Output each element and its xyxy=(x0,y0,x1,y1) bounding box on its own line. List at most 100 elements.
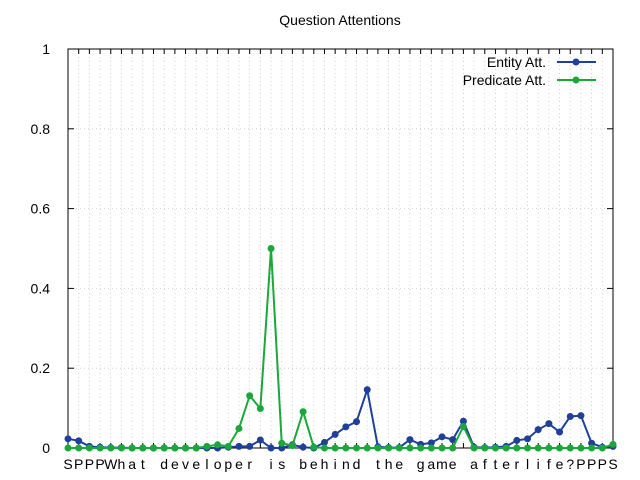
data-point-entity-att xyxy=(459,417,467,425)
y-tick-label: 0.8 xyxy=(31,121,51,137)
data-point-entity-att xyxy=(299,443,307,451)
x-tick-label: S xyxy=(63,456,72,472)
x-tick-label: r xyxy=(247,456,252,472)
data-point-entity-att xyxy=(427,439,435,447)
data-point-predicate-att xyxy=(267,245,275,252)
data-point-predicate-att xyxy=(524,444,532,452)
data-point-entity-att xyxy=(256,436,264,444)
data-point-predicate-att xyxy=(374,444,382,452)
data-point-predicate-att xyxy=(214,441,222,449)
x-tick-label: e xyxy=(235,456,243,472)
data-point-predicate-att xyxy=(107,444,115,452)
data-point-entity-att xyxy=(342,423,350,431)
x-tick-label: t xyxy=(141,456,145,472)
data-point-predicate-att xyxy=(235,424,243,432)
y-tick-label: 0 xyxy=(42,440,50,456)
legend-label-predicate-att: Predicate Att. xyxy=(463,72,546,88)
x-tick-label: h xyxy=(385,456,393,472)
data-point-predicate-att xyxy=(64,444,72,452)
x-tick-label: d xyxy=(160,456,168,472)
data-point-predicate-att xyxy=(149,444,157,452)
x-tick-label: f xyxy=(547,456,551,472)
series-line-predicate-att xyxy=(68,248,614,449)
data-point-predicate-att xyxy=(246,392,254,400)
data-point-predicate-att xyxy=(288,442,296,450)
data-point-predicate-att xyxy=(513,444,521,452)
data-point-predicate-att xyxy=(256,404,264,412)
legend-marker-entity-att xyxy=(572,58,580,66)
data-point-predicate-att xyxy=(491,444,499,452)
data-point-predicate-att xyxy=(85,444,93,452)
legend-marker-predicate-att xyxy=(572,76,580,84)
axes xyxy=(67,48,614,449)
x-tick-label: t xyxy=(494,456,498,472)
data-point-predicate-att xyxy=(395,444,403,452)
data-point-predicate-att xyxy=(438,444,446,452)
x-tick-label: v xyxy=(182,456,189,472)
data-point-predicate-att xyxy=(353,444,361,452)
x-tick-label: e xyxy=(556,456,564,472)
x-tick-label: p xyxy=(224,456,232,472)
data-point-entity-att xyxy=(577,412,585,420)
x-tick-label: r xyxy=(514,456,519,472)
x-tick-label: i xyxy=(334,456,337,472)
x-tick-label: e xyxy=(310,456,318,472)
data-point-entity-att xyxy=(320,438,328,446)
legend: Entity Att. Predicate Att. xyxy=(463,54,596,88)
grid xyxy=(68,49,613,448)
data-point-entity-att xyxy=(449,436,457,444)
x-tick-label: e xyxy=(192,456,200,472)
x-tick-label: s xyxy=(278,456,285,472)
x-tick-label: P xyxy=(576,456,585,472)
data-point-entity-att xyxy=(438,433,446,441)
data-point-predicate-att xyxy=(556,444,564,452)
x-tick-label: ? xyxy=(566,456,574,472)
data-point-predicate-att xyxy=(75,444,83,452)
legend-label-entity-att: Entity Att. xyxy=(487,54,546,70)
data-point-predicate-att xyxy=(385,444,393,452)
x-tick-label: a xyxy=(128,456,136,472)
data-point-predicate-att xyxy=(459,422,467,430)
y-tick-label: 0.2 xyxy=(31,360,51,376)
data-point-predicate-att xyxy=(577,444,585,452)
data-point-entity-att xyxy=(246,442,254,450)
x-tick-label: o xyxy=(214,456,222,472)
data-point-entity-att xyxy=(353,418,361,426)
y-tick-labels: 0 0.2 0.4 0.6 0.8 1 xyxy=(31,41,51,456)
x-tick-label: f xyxy=(483,456,487,472)
x-tick-label: W xyxy=(104,456,118,472)
x-tick-label: h xyxy=(321,456,329,472)
data-point-predicate-att xyxy=(182,444,190,452)
x-tick-label: e xyxy=(395,456,403,472)
x-tick-label: e xyxy=(171,456,179,472)
data-point-entity-att xyxy=(267,444,275,452)
data-point-predicate-att xyxy=(481,444,489,452)
series xyxy=(64,245,617,452)
x-tick-label: i xyxy=(269,456,272,472)
data-point-predicate-att xyxy=(192,444,200,452)
data-point-entity-att xyxy=(545,420,553,428)
x-tick-label: P xyxy=(74,456,83,472)
data-point-predicate-att xyxy=(427,444,435,452)
x-tick-label: l xyxy=(205,456,208,472)
data-point-predicate-att xyxy=(310,443,318,451)
data-point-entity-att xyxy=(566,412,574,420)
data-point-predicate-att xyxy=(224,442,232,450)
data-point-predicate-att xyxy=(449,444,457,452)
data-point-predicate-att xyxy=(278,439,286,447)
data-point-predicate-att xyxy=(588,444,596,452)
data-point-predicate-att xyxy=(203,442,211,450)
x-tick-label: l xyxy=(526,456,529,472)
data-point-entity-att xyxy=(513,436,521,444)
x-tick-label: d xyxy=(353,456,361,472)
x-tick-label: g xyxy=(417,456,425,472)
data-point-predicate-att xyxy=(128,444,136,452)
data-point-predicate-att xyxy=(160,444,168,452)
x-tick-label: S xyxy=(608,456,617,472)
data-point-entity-att xyxy=(363,386,371,394)
data-point-entity-att xyxy=(524,435,532,443)
data-point-predicate-att xyxy=(609,440,617,448)
data-point-predicate-att xyxy=(342,444,350,452)
data-point-predicate-att xyxy=(406,444,414,452)
